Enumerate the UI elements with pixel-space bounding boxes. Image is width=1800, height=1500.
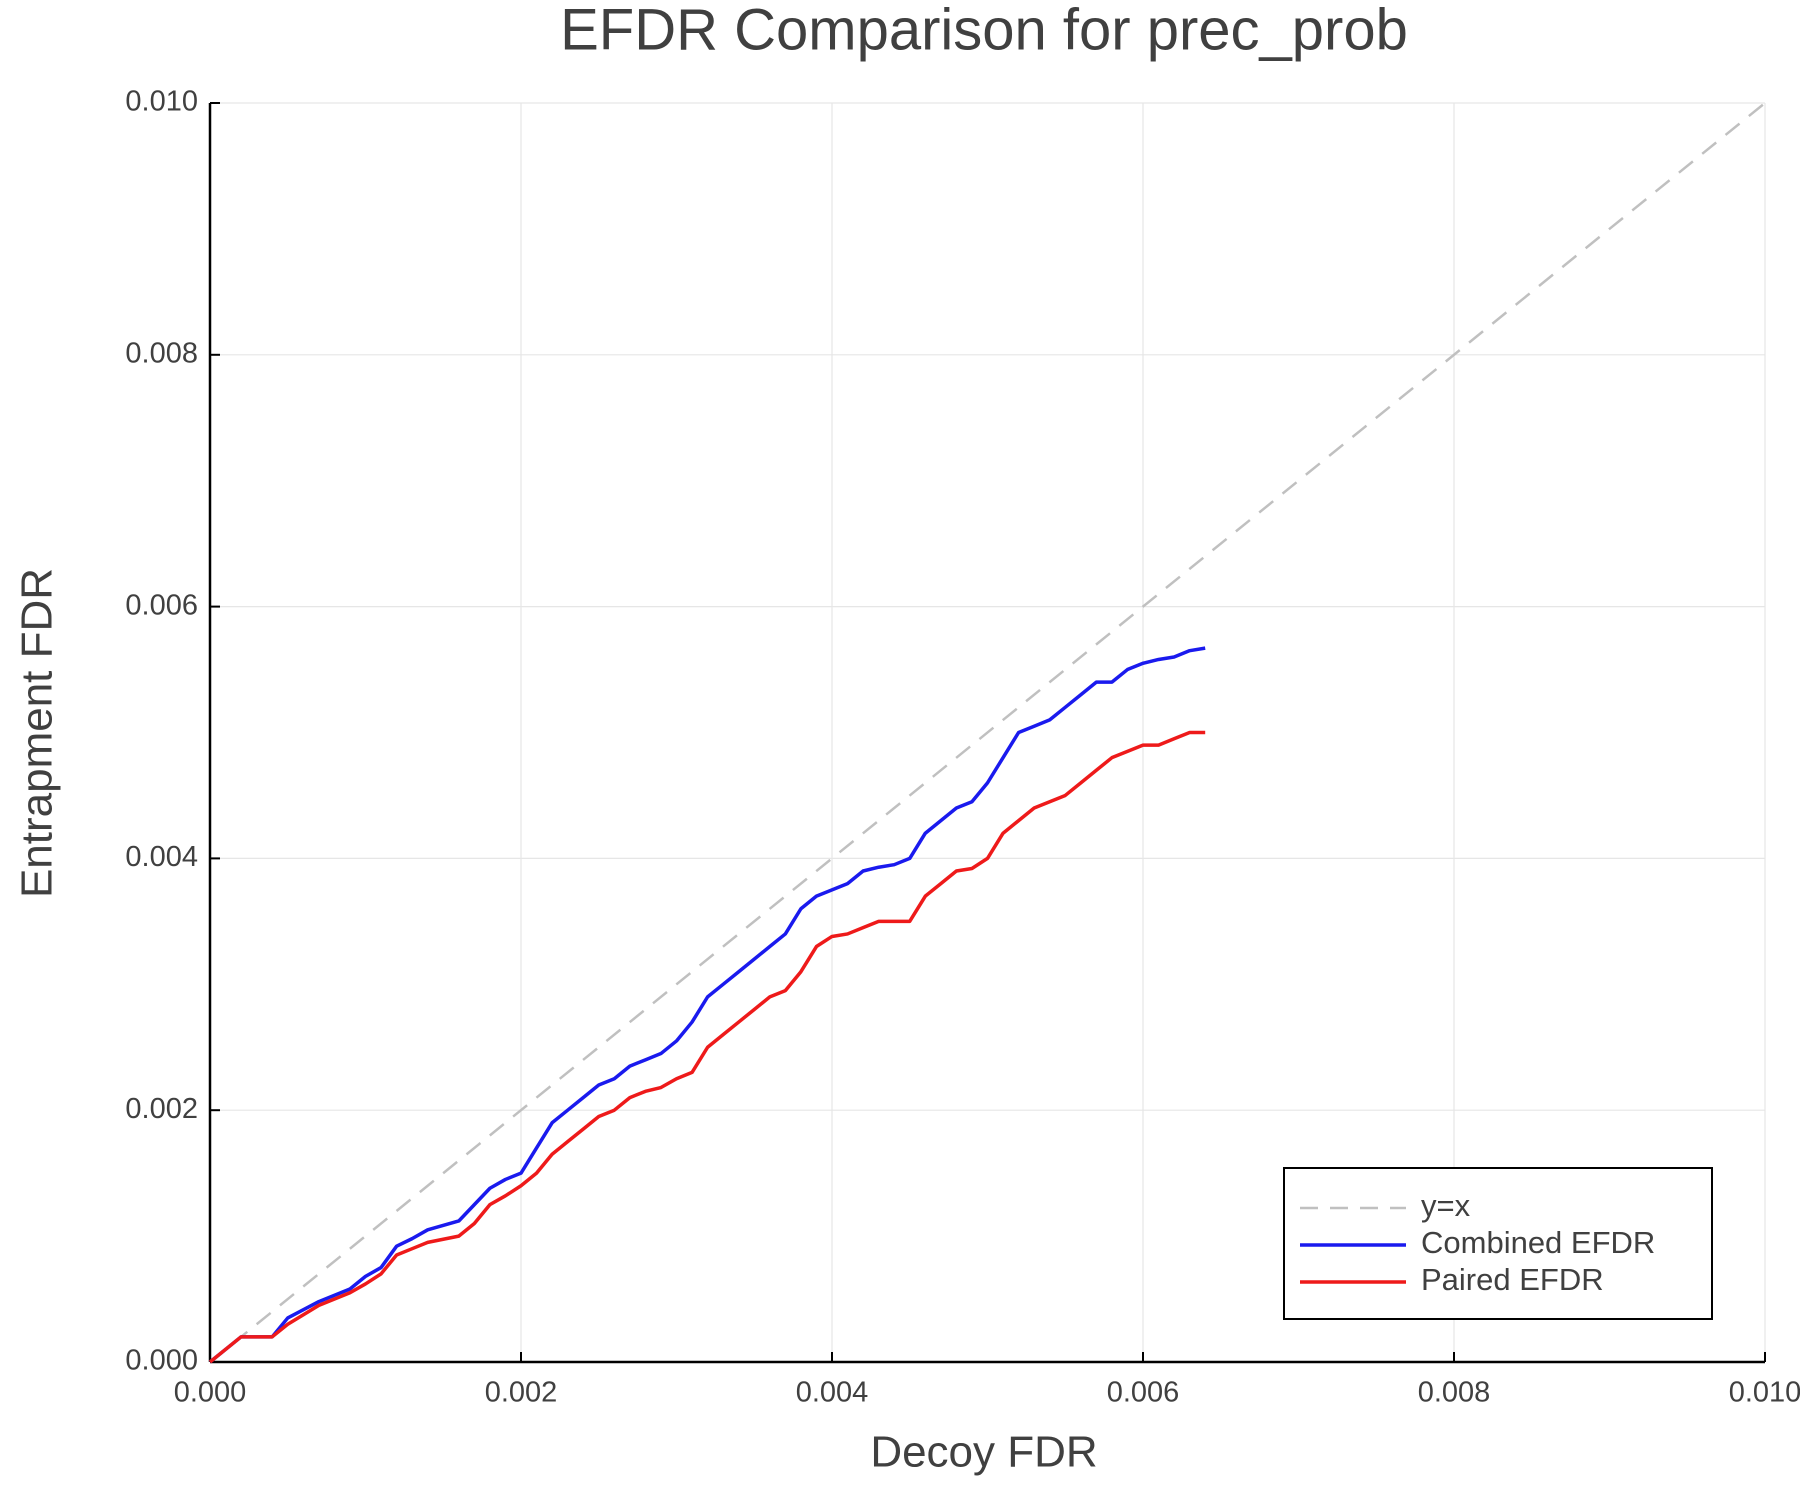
y-tick-label: 0.006: [125, 589, 198, 621]
series-line: [209, 102, 1766, 1363]
series-line: [208, 730, 1206, 1364]
legend-label: Combined EFDR: [1421, 1225, 1655, 1260]
chart-title: EFDR Comparison for prec_prob: [560, 0, 1408, 62]
x-tick-label: 0.006: [1107, 1377, 1180, 1409]
y-tick-label: 0.004: [125, 841, 198, 873]
legend-label: y=x: [1421, 1188, 1471, 1223]
x-tick-label: 0.004: [796, 1377, 869, 1409]
y-axis-label: Entrapment FDR: [13, 568, 62, 898]
legend-label: Paired EFDR: [1421, 1262, 1604, 1297]
y-tick-label: 0.008: [125, 337, 198, 369]
series-line: [208, 646, 1206, 1364]
x-tick-label: 0.010: [1729, 1377, 1800, 1409]
y-tick-label: 0.010: [125, 86, 198, 118]
x-tick-label: 0.000: [174, 1377, 247, 1409]
x-axis-label: Decoy FDR: [870, 1428, 1097, 1477]
y-tick-label: 0.002: [125, 1093, 198, 1125]
x-tick-label: 0.008: [1418, 1377, 1491, 1409]
x-tick-label: 0.002: [485, 1377, 558, 1409]
y-tick-label: 0.000: [125, 1345, 198, 1377]
